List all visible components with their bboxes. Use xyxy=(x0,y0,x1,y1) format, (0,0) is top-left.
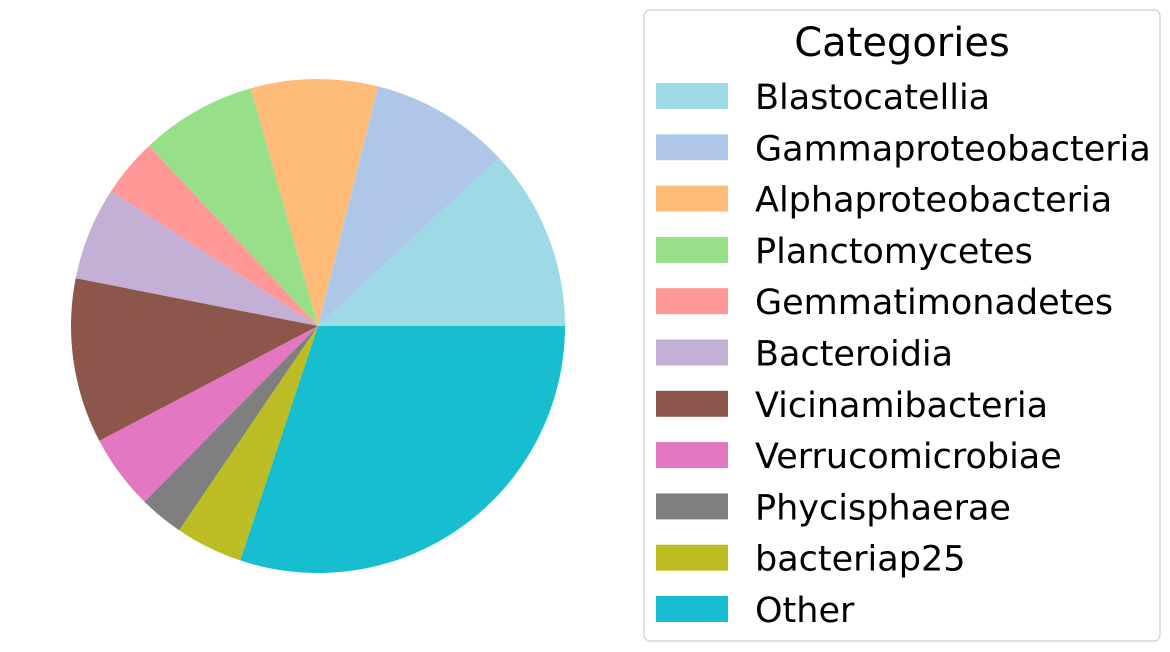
pie-slice-gammaproteobacteria xyxy=(318,86,500,327)
pie-slice-verrucomicrobiae xyxy=(99,326,318,502)
legend-label: bacteriap25 xyxy=(755,540,965,580)
legend-swatch xyxy=(656,596,728,622)
legend-swatch xyxy=(656,288,728,315)
legend-label: Blastocatellia xyxy=(755,78,990,118)
legend-title: Categories xyxy=(794,20,1010,66)
pie-slice-planctomycetes xyxy=(148,88,318,326)
legend-label: Verrucomicrobiae xyxy=(755,437,1062,477)
legend-label: Phycisphaerae xyxy=(755,488,1011,528)
legend: Categories Blastocatellia Gammaproteobact… xyxy=(643,9,1161,642)
pie-slice-other xyxy=(240,326,565,573)
legend-label: Gemmatimonadetes xyxy=(755,283,1113,323)
legend-entries: Blastocatellia Gammaproteobacteria Alphapr… xyxy=(656,78,1151,631)
pie-slices xyxy=(71,79,565,573)
legend-swatch xyxy=(656,236,728,263)
pie-slice-alphaproteobacteria xyxy=(250,79,378,327)
legend-swatch xyxy=(656,134,728,161)
pie-slice-phycisphaerae xyxy=(144,326,318,531)
legend-swatch xyxy=(656,442,728,469)
pie-slice-bacteriap25 xyxy=(179,326,318,561)
legend-frame xyxy=(643,9,1161,642)
legend-swatch xyxy=(656,185,728,212)
legend-swatch xyxy=(656,390,728,417)
legend-label: Alphaproteobacteria xyxy=(755,181,1112,221)
legend-label: Other xyxy=(755,591,855,631)
pie-slice-vicinamibacteria xyxy=(71,278,318,441)
pie-slice-gemmatimonadetes xyxy=(111,145,318,326)
legend-swatch xyxy=(656,493,728,520)
legend-swatch xyxy=(656,544,728,571)
legend-label: Planctomycetes xyxy=(755,232,1033,272)
pie-slice-bacteroidia xyxy=(75,191,318,326)
legend-label: Vicinamibacteria xyxy=(755,386,1048,426)
legend-label: Bacteroidia xyxy=(755,335,953,375)
pie-slice-blastocatellia xyxy=(318,158,565,326)
legend-swatch xyxy=(656,339,728,366)
legend-label: Gammaproteobacteria xyxy=(755,129,1151,169)
legend-swatch xyxy=(656,83,728,109)
